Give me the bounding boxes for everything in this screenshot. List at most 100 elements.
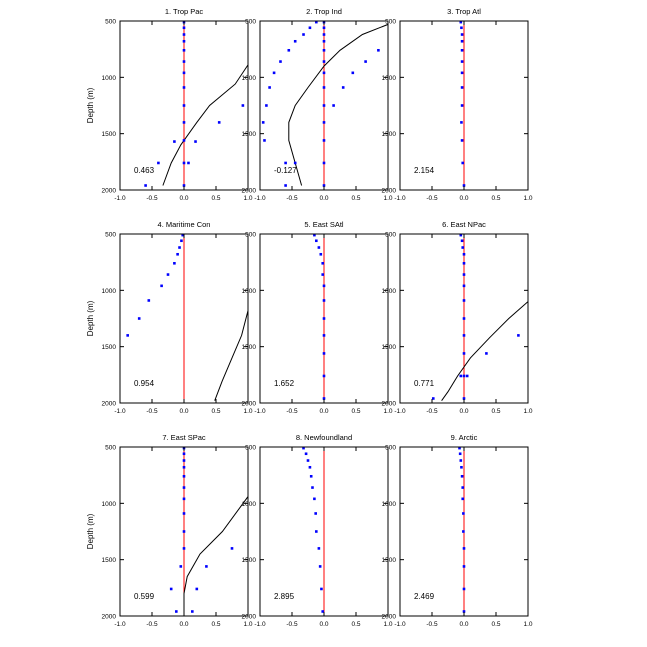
series-curve xyxy=(441,301,528,401)
y-tick-label: 1000 xyxy=(102,501,117,508)
x-tick-label: 1.0 xyxy=(243,408,252,415)
panel-title: 5. East SAtl xyxy=(304,220,344,229)
data-point xyxy=(173,261,176,265)
y-tick-label: 2000 xyxy=(382,401,397,408)
data-point xyxy=(176,252,179,256)
data-point xyxy=(458,452,462,456)
y-tick-label: 2000 xyxy=(242,188,257,195)
y-tick-label: 500 xyxy=(245,445,256,452)
y-tick-label: 500 xyxy=(385,445,396,452)
x-tick-label: 0.5 xyxy=(211,408,220,415)
series-curve xyxy=(183,496,248,615)
x-tick-label: -0.5 xyxy=(286,195,298,202)
y-axis-label: Depth (m) xyxy=(86,513,95,549)
data-point xyxy=(460,474,464,478)
data-point xyxy=(462,565,466,568)
y-tick-label: 500 xyxy=(105,445,116,452)
data-point xyxy=(461,246,465,249)
data-point xyxy=(462,317,466,320)
x-tick-label: -0.5 xyxy=(146,195,158,202)
data-point xyxy=(462,252,466,256)
data-point xyxy=(321,261,325,265)
data-point xyxy=(462,184,466,187)
x-tick-label: 1.0 xyxy=(523,195,532,202)
panel-annotation: 0.954 xyxy=(134,379,155,388)
x-tick-label: 0.0 xyxy=(459,408,468,415)
data-point xyxy=(182,139,186,142)
data-point xyxy=(459,374,463,378)
data-point xyxy=(182,512,186,515)
data-point xyxy=(322,374,326,378)
data-point xyxy=(322,317,326,320)
data-point xyxy=(462,397,466,400)
x-tick-label: 0.0 xyxy=(319,195,328,202)
y-tick-label: 1000 xyxy=(382,288,397,295)
data-point xyxy=(462,273,466,276)
data-point xyxy=(302,446,305,450)
data-point xyxy=(284,161,287,165)
data-point xyxy=(315,239,318,243)
data-point xyxy=(460,33,464,36)
y-axis-label: Depth (m) xyxy=(86,87,95,123)
data-point xyxy=(322,184,326,187)
x-tick-label: 0.5 xyxy=(211,195,220,202)
x-tick-label: -0.5 xyxy=(286,408,298,415)
data-point xyxy=(465,374,469,378)
y-tick-label: 1500 xyxy=(382,557,397,564)
data-point xyxy=(191,610,194,613)
x-tick-label: 0.5 xyxy=(211,621,220,628)
data-point xyxy=(311,486,314,489)
data-point xyxy=(321,610,325,613)
data-point xyxy=(341,86,345,89)
data-point xyxy=(293,39,297,43)
x-tick-label: 0.5 xyxy=(351,195,360,202)
x-tick-label: 1.0 xyxy=(523,621,532,628)
data-point xyxy=(322,397,326,400)
panel-title: 1. Trop Pac xyxy=(165,7,204,16)
data-point xyxy=(461,497,465,501)
data-point xyxy=(322,161,326,165)
data-point xyxy=(182,48,186,52)
data-point xyxy=(315,530,318,533)
x-tick-label: 0.0 xyxy=(179,195,188,202)
data-point xyxy=(263,139,266,142)
data-point xyxy=(279,60,282,63)
data-point xyxy=(460,239,464,243)
data-point xyxy=(169,587,173,591)
data-point xyxy=(180,239,183,243)
data-point xyxy=(462,334,466,337)
x-tick-label: 1.0 xyxy=(383,195,392,202)
panel-3: 3. Trop Atl 2.154 -1.0 -0.5 0.0 0.5 1.0 500 1000… xyxy=(382,7,533,202)
data-point xyxy=(182,71,186,75)
data-point xyxy=(462,261,466,265)
panel-annotation: 0.463 xyxy=(134,166,155,175)
x-tick-label: 1.0 xyxy=(383,621,392,628)
data-point xyxy=(195,587,199,591)
data-point xyxy=(230,547,234,550)
data-point xyxy=(462,610,466,613)
y-tick-label: 500 xyxy=(105,19,116,26)
y-tick-label: 1500 xyxy=(382,131,397,138)
data-point xyxy=(182,497,186,501)
data-point xyxy=(458,446,461,450)
data-point xyxy=(317,246,321,249)
data-point xyxy=(460,465,463,469)
data-point xyxy=(321,273,325,276)
data-point xyxy=(178,246,181,249)
x-tick-label: -1.0 xyxy=(254,408,266,415)
data-point xyxy=(460,71,464,75)
y-tick-label: 500 xyxy=(105,232,116,239)
data-point xyxy=(217,121,221,124)
y-tick-label: 2000 xyxy=(382,188,397,195)
data-point xyxy=(462,352,466,355)
x-tick-label: 0.5 xyxy=(351,621,360,628)
series-curve xyxy=(288,23,388,186)
data-point xyxy=(462,530,465,533)
data-point xyxy=(460,104,464,107)
x-tick-label: -0.5 xyxy=(146,408,158,415)
data-point xyxy=(462,284,466,288)
data-point xyxy=(485,352,488,355)
panel-annotation: 2.154 xyxy=(414,166,435,175)
panel-2: 2. Trop Ind -0.127 -1.0 -0.5 0.0 0.5 1.0 500 100… xyxy=(242,7,393,202)
